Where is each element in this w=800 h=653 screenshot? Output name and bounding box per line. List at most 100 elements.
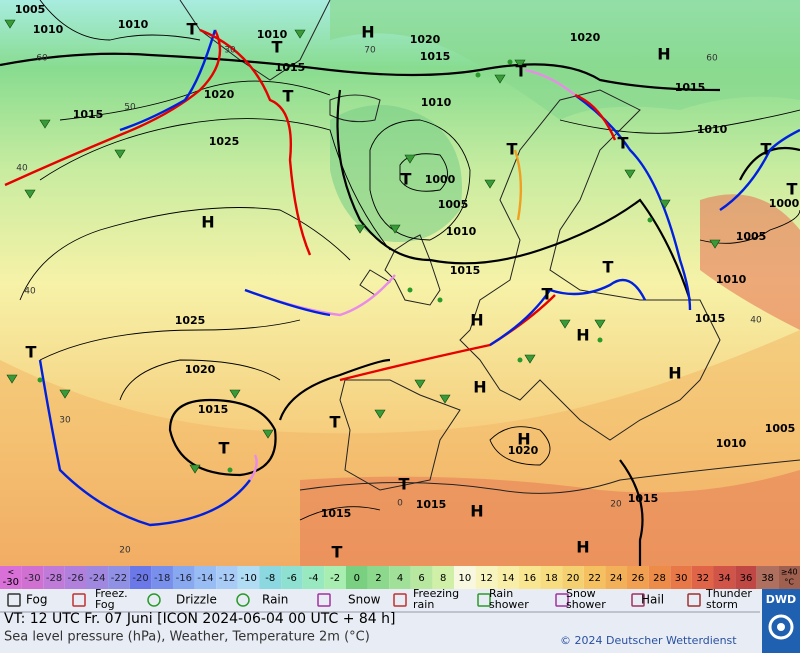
scale-cell — [389, 566, 411, 589]
cold-front — [574, 94, 692, 311]
rain-shower-symbol — [59, 389, 71, 399]
pressure-center: T — [401, 170, 412, 189]
isobar — [119, 359, 281, 401]
scale-label: °C — [784, 578, 794, 587]
scale-label: 30 — [675, 573, 688, 584]
pressure-label: 1015 — [628, 492, 659, 505]
legend-label: Thunder — [705, 587, 752, 600]
rain-symbol — [517, 357, 523, 363]
scale-cell — [735, 566, 757, 589]
scale-cell — [21, 566, 44, 589]
coast — [339, 379, 461, 491]
pressure-center: T — [516, 62, 527, 81]
legend-background — [0, 589, 800, 653]
legend-label: Freez. — [95, 587, 128, 600]
pressure-label: 1015 — [695, 312, 726, 325]
scale-label: 36 — [740, 573, 753, 584]
scale-label: -26 — [68, 573, 84, 584]
warm-front — [339, 294, 556, 382]
isobar — [336, 89, 692, 301]
pressure-label: 1015 — [321, 507, 352, 520]
pressure-label: 1010 — [33, 23, 64, 36]
pressure-label: 1015 — [275, 61, 306, 74]
scale-label: -4 — [309, 573, 319, 584]
scale-cell — [475, 566, 498, 589]
scale-label: 38 — [761, 573, 774, 584]
coastlines — [179, 0, 800, 494]
scale-label: -10 — [240, 573, 256, 584]
scale-label: -30 — [3, 577, 19, 588]
pressure-center: H — [517, 430, 530, 449]
scale-cell — [302, 566, 325, 589]
rain-symbol — [227, 467, 233, 473]
pressure-center: H — [361, 23, 374, 42]
scale-label: 14 — [502, 573, 515, 584]
rain-shower-symbol — [262, 429, 274, 439]
scale-cell — [345, 566, 368, 589]
scale-label: -2 — [330, 573, 340, 584]
scale-cell — [713, 566, 736, 589]
rain-shower-symbol — [624, 169, 636, 179]
rain-symbol — [475, 72, 481, 78]
scale-cell — [648, 566, 671, 589]
rain-shower-symbol — [114, 149, 126, 159]
scale-label: 20 — [567, 573, 580, 584]
temperature-label: 30 — [59, 416, 71, 426]
temperature-label: 60 — [36, 54, 48, 64]
pressure-label: 1025 — [209, 135, 240, 148]
legend-label: Rain — [262, 593, 288, 607]
scale-cell — [324, 566, 346, 589]
legend-label: Snow — [566, 587, 596, 600]
pressure-label: 1020 — [185, 363, 216, 376]
pressure-label: 1000 — [769, 197, 800, 210]
scale-cell — [281, 566, 303, 589]
pressure-label: 1010 — [421, 96, 452, 109]
warm-front — [574, 93, 617, 141]
pressure-label: 1015 — [675, 81, 706, 94]
scale-label: 26 — [631, 573, 644, 584]
hot-area — [300, 470, 800, 566]
pressure-label: 1020 — [204, 88, 235, 101]
pressure-center: T — [332, 543, 343, 562]
scale-cell — [259, 566, 282, 589]
pressure-label: 1005 — [765, 422, 796, 435]
scale-cell — [583, 566, 606, 589]
scale-cell — [86, 566, 109, 589]
pressure-label: 1010 — [446, 225, 477, 238]
scale-label: ≥40 — [781, 568, 798, 577]
scale-label: -28 — [46, 573, 62, 584]
scale-cell — [64, 566, 87, 589]
rain-shower-symbol — [374, 409, 386, 419]
scale-label: -14 — [197, 573, 213, 584]
logo — [762, 589, 800, 653]
scale-label: -8 — [265, 573, 275, 584]
pressure-label: 1010 — [697, 123, 728, 136]
scale-label: 4 — [397, 573, 403, 584]
color-scale: <-30 -30 -28 -26 -24 -22 -20 -18 -16 -14 -12 -10 -8-… — [0, 566, 800, 589]
logo-text: DWD — [766, 593, 796, 606]
isobar — [699, 209, 800, 244]
rain-shower-symbol — [709, 239, 721, 249]
fronts — [4, 28, 800, 527]
scale-cell — [605, 566, 628, 589]
isobar — [0, 52, 721, 92]
rain-shower-symbol — [39, 119, 51, 129]
scale-cell — [627, 566, 649, 589]
pressure-label: 1010 — [716, 273, 747, 286]
scale-cell — [670, 566, 692, 589]
legend-icon — [236, 593, 250, 607]
legend-icon — [393, 593, 407, 607]
pressure-center: T — [761, 140, 772, 159]
weather-legend: Fog Freez.Fog Drizzle Rain Snow FreezingrainR… — [7, 587, 752, 611]
scale-label: 16 — [523, 573, 536, 584]
scale-label: 24 — [610, 573, 623, 584]
isobar — [19, 207, 351, 301]
legend-label: Drizzle — [176, 593, 217, 607]
scale-label: 12 — [480, 573, 493, 584]
description: Sea level pressure (hPa), Weather, Tempe… — [4, 630, 370, 645]
scale-cell — [108, 566, 130, 589]
pressure-center: T — [283, 87, 294, 106]
scale-label: -24 — [89, 573, 105, 584]
temperature-label: 60 — [706, 54, 718, 64]
pressure-center: T — [26, 343, 37, 362]
